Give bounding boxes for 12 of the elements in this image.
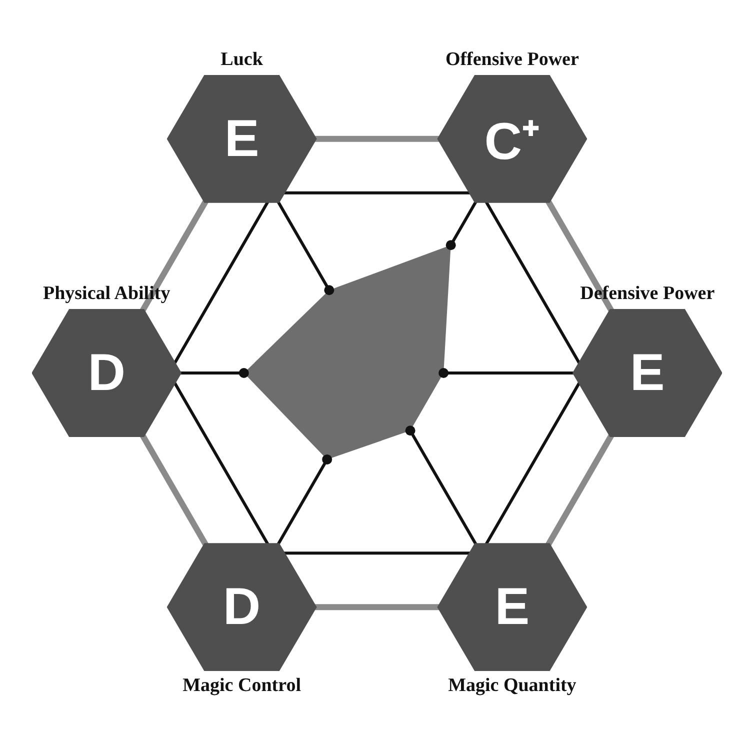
- hexagon-badge: E: [437, 543, 588, 672]
- spoke-label: Offensive Power: [444, 48, 580, 71]
- hexagon-badge: E: [166, 74, 317, 203]
- hexagon-badge: D: [166, 543, 317, 672]
- spoke-label: Magic Quantity: [447, 675, 578, 698]
- hexagon-badge: E: [572, 309, 722, 437]
- spoke-label: Magic Control: [182, 675, 302, 698]
- hexagon-badge: C⁺: [437, 74, 588, 203]
- spoke-label: Defensive Power: [579, 283, 716, 305]
- spoke-label: Luck: [220, 48, 264, 71]
- hexagon-badge: D: [32, 309, 182, 437]
- spoke-label: Physical Ability: [42, 283, 172, 305]
